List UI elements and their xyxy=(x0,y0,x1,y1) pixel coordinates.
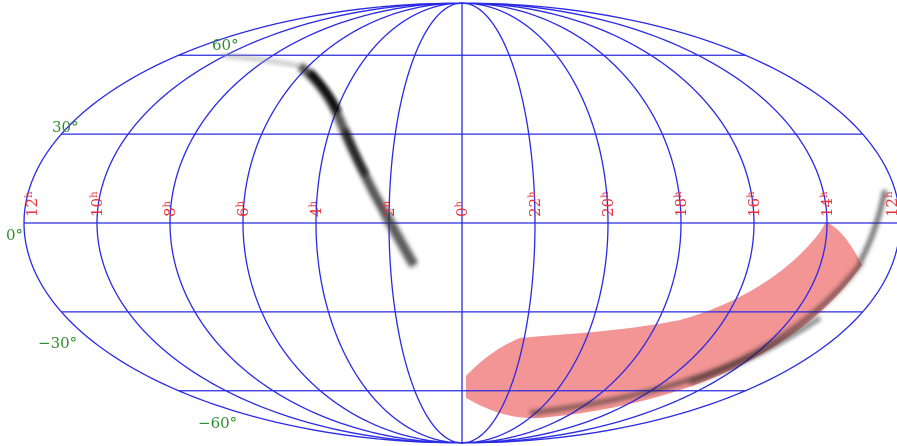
ra-tick-label: 16h xyxy=(745,191,763,217)
axis-labels: 12h 10h 8h 6h 4h 2h 0h 22h 20h 18h 16h 14h 12h 60° 30°… xyxy=(6,36,897,432)
ra-tick-label: 4h xyxy=(307,200,325,217)
ra-tick-label: 0h xyxy=(453,200,471,217)
posterior-probability-band xyxy=(221,52,888,416)
ra-tick-label: 6h xyxy=(234,200,252,217)
ra-tick-label: 12h xyxy=(883,191,897,217)
ra-tick-label: 8h xyxy=(161,200,179,217)
coordinate-grid xyxy=(23,2,897,444)
ra-tick-label: 22h xyxy=(526,191,544,217)
ra-tick-label: 14h xyxy=(818,191,836,217)
dec-tick-label: 0° xyxy=(6,226,23,244)
localization-region xyxy=(466,222,862,419)
dec-tick-label: 60° xyxy=(212,36,239,54)
dec-tick-label: −30° xyxy=(38,334,77,352)
ra-tick-label: 2h xyxy=(380,200,398,217)
dec-tick-label: 30° xyxy=(52,118,79,136)
ra-tick-label: 20h xyxy=(599,191,617,217)
ra-tick-label: 18h xyxy=(672,191,690,217)
ra-tick-label: 12h xyxy=(23,191,41,217)
ra-tick-label: 10h xyxy=(88,191,106,217)
dec-tick-label: −60° xyxy=(198,414,237,432)
